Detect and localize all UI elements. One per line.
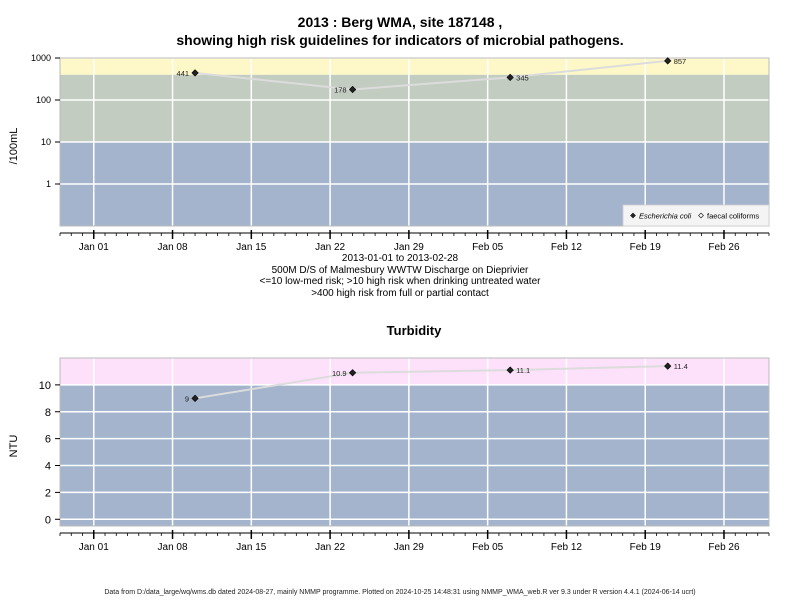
chart-title: Turbidity	[387, 323, 442, 338]
y-tick-label: 10	[41, 137, 51, 147]
y-tick-label: 8	[45, 407, 51, 419]
data-label: 9	[185, 394, 189, 403]
risk-band-2	[60, 58, 769, 75]
data-point	[506, 366, 514, 374]
data-point	[348, 85, 357, 94]
data-point	[191, 69, 199, 77]
data-label: 11.1	[516, 366, 530, 375]
x-tick-label: Feb 05	[472, 242, 504, 253]
legend-label: Escherichia coli	[639, 212, 691, 221]
series-line	[194, 59, 668, 91]
data-point	[664, 362, 672, 370]
x-tick-label: Jan 29	[394, 242, 424, 253]
x-tick-label: Jan 01	[79, 542, 109, 553]
y-tick-label: 1000	[31, 53, 51, 63]
legend-marker	[698, 212, 704, 219]
y-tick-label: 4	[45, 461, 51, 473]
chart-title-line-2: showing high risk guidelines for indicat…	[176, 32, 624, 48]
info-contact-risk: >400 high risk from full or partial cont…	[311, 287, 489, 299]
x-tick-label: Feb 26	[708, 242, 740, 253]
x-tick-label: Feb 26	[708, 542, 740, 553]
data-point	[348, 369, 357, 377]
data-label: 10.9	[332, 369, 347, 378]
x-tick-label: Jan 08	[158, 542, 188, 553]
data-label: 11.4	[674, 362, 688, 371]
y-tick-label: 2	[45, 487, 51, 499]
legend-box	[622, 204, 770, 227]
microbial-chart: 1 10 100 1000/100mL Jan 01 Jan 08 Jan 15 Jan 22…	[8, 53, 770, 253]
x-tick-label: Jan 01	[79, 242, 109, 253]
x-tick-label: Jan 22	[315, 242, 345, 253]
x-tick-label: Feb 19	[630, 542, 662, 553]
data-label: 345	[516, 73, 529, 82]
legend-marker	[630, 212, 636, 219]
risk-band-1	[60, 74, 769, 142]
y-axis-label: NTU	[8, 435, 20, 458]
x-tick-label: Jan 15	[236, 542, 266, 553]
legend-label: faecal coliforms	[707, 212, 759, 221]
info-site-description: 500M D/S of Malmesbury WWTW Discharge on…	[271, 264, 529, 276]
x-tick-label: Jan 15	[236, 242, 266, 253]
x-tick-label: Feb 12	[551, 242, 583, 253]
y-tick-label: 0	[45, 514, 51, 526]
info-drinking-risk: <=10 low-med risk; >10 high risk when dr…	[259, 276, 541, 287]
x-tick-label: Jan 22	[315, 542, 345, 553]
y-tick-label: 100	[36, 95, 51, 105]
data-label: 178	[334, 85, 347, 94]
y-tick-label: 6	[45, 434, 51, 446]
plot-border	[59, 357, 770, 527]
footer-note: Data from D:/data_large/wq/wms.db dated …	[104, 589, 696, 596]
info-block: 2013-01-01 to 2013-02-28 500M D/S of Mal…	[0, 253, 800, 299]
data-point	[506, 73, 514, 82]
x-tick-label: Feb 12	[551, 542, 583, 553]
x-tick-label: Jan 08	[158, 242, 188, 253]
y-tick-label: 1	[46, 179, 51, 189]
series-line	[194, 365, 668, 400]
data-point	[664, 57, 672, 65]
x-tick-label: Feb 05	[472, 542, 504, 553]
data-label: 857	[674, 57, 687, 66]
y-tick-label: 10	[39, 380, 51, 392]
info-date-range: 2013-01-01 to 2013-02-28	[341, 253, 459, 264]
risk-band-0	[60, 384, 769, 526]
y-axis-label: /100mL	[8, 128, 20, 165]
data-label: 441	[177, 69, 190, 78]
x-tick-label: Jan 29	[394, 542, 424, 553]
turbidity-chart: 0 2 4 6 8 10 NTU Jan 01 Jan 08 Jan 15 Jan 22 Jan 29…	[8, 323, 770, 553]
data-point	[191, 394, 199, 402]
x-tick-label: Feb 19	[630, 242, 662, 253]
chart-title-line-1: 2013 : Berg WMA, site 187148 ,	[297, 14, 503, 30]
